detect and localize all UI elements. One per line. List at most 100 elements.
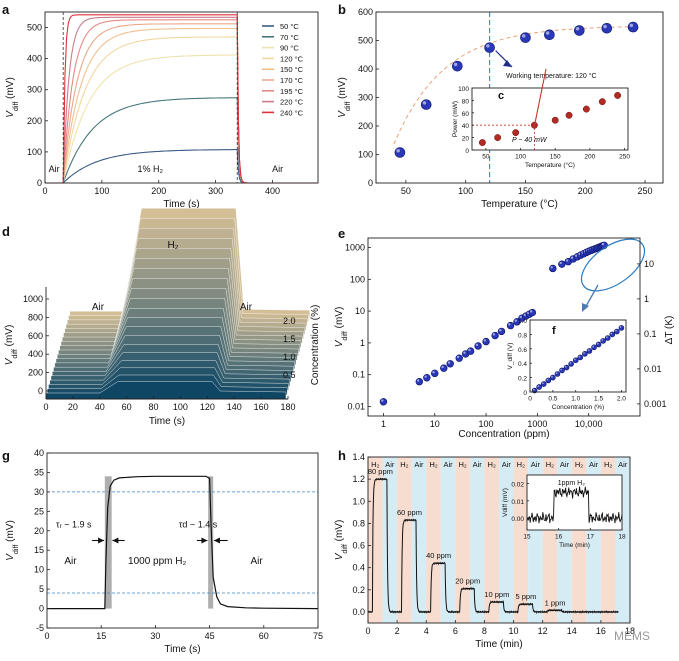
point-highlight: [575, 27, 580, 31]
x-tick-label: 0: [43, 402, 48, 412]
point-highlight: [619, 326, 622, 328]
x-tick-label: 10: [430, 419, 440, 429]
band-h2: [484, 457, 499, 623]
y-tick-label: 40: [462, 123, 470, 130]
inset-background: [472, 88, 628, 150]
inset-title: 1ppm H₂: [558, 480, 586, 487]
point-highlight: [483, 339, 487, 342]
data-point: [431, 369, 439, 378]
y-tick-label: 300: [358, 93, 373, 103]
y-tick-label: 80: [462, 98, 470, 105]
plot-frame: [367, 237, 641, 417]
band-h2: [368, 457, 383, 623]
band-air: [499, 457, 514, 623]
y-tick-label: 600: [358, 7, 373, 17]
legend-label: 90 °C: [280, 44, 299, 53]
inset-point: [554, 371, 561, 377]
response-trace: [367, 477, 619, 615]
arrow-head: [213, 537, 220, 544]
legend-label: 240 °C: [280, 108, 304, 117]
point-highlight: [601, 339, 604, 341]
y-tick-label: 0.01: [347, 401, 365, 411]
panel-label: a: [2, 2, 10, 17]
y-tick-label: 600: [28, 331, 43, 341]
y-tick-label: 1000: [23, 294, 43, 304]
axis-label: Vdiff (mV): [334, 520, 349, 561]
inset-point: [512, 129, 520, 137]
y-tick-label: 0: [465, 148, 469, 155]
y-tick-label: 0.2: [352, 585, 365, 595]
inset-point: [478, 139, 486, 147]
series-line-170: [45, 23, 318, 184]
data-point: [491, 331, 499, 340]
x-axis-label: Time (s): [164, 644, 200, 655]
band-label: Air: [385, 460, 395, 469]
x-tick-label: 8: [482, 626, 487, 636]
axis-label: Vdiff (mV): [5, 520, 20, 561]
y-tick-label: 10: [34, 565, 44, 575]
pulse-label: 10 ppm: [484, 590, 509, 599]
point-highlight: [596, 342, 599, 345]
y-tick-label: 800: [28, 312, 43, 322]
band-label: H₂: [604, 460, 612, 469]
z-tick-label: 2.0: [283, 316, 296, 326]
region-label: Air: [64, 556, 77, 567]
legend-label: 170 °C: [280, 76, 304, 85]
y-tick-label: 500: [358, 36, 373, 46]
decay-time-label: τd ~ 1.4 s: [179, 520, 218, 530]
panel-b: b50 100 150 200 2500100200300400500600Temper…: [337, 2, 664, 210]
y-tick-label: 0: [368, 178, 373, 188]
band-label: H₂: [517, 460, 525, 469]
point-highlight: [592, 345, 594, 348]
data-point: [528, 308, 537, 317]
data-point: [420, 99, 432, 110]
band-label: H₂: [458, 460, 466, 469]
data-point: [452, 60, 463, 72]
inset-x-label: Time (min): [559, 542, 590, 549]
watermark: MEMS: [614, 629, 650, 643]
x-tick-label: 250: [619, 154, 630, 161]
inset-point: [572, 357, 579, 364]
x-tick-label: 10: [509, 626, 519, 636]
band-label: Air: [443, 460, 453, 469]
band-air: [411, 457, 427, 623]
inset-point: [540, 381, 547, 387]
point-highlight: [605, 336, 608, 338]
region-label: Air: [49, 164, 60, 174]
x-tick-label: 200: [578, 186, 593, 196]
band-air: [440, 457, 456, 623]
x-tick-label: 0: [42, 186, 47, 196]
x-tick-label: 60: [259, 631, 269, 641]
panel-label: h: [338, 448, 346, 463]
concentration-trace: [45, 381, 287, 400]
x-axis-label: Time (min): [475, 639, 522, 650]
panel-d: d 0 20 40 60 80 100 120 140 160 180 0 200 400 600 800 10…: [2, 208, 321, 427]
point-highlight: [569, 362, 572, 364]
y-tick-label: -5: [36, 623, 44, 633]
y-tick-label: 20: [462, 136, 470, 143]
x-tick-label: 30: [150, 631, 160, 641]
point-highlight: [564, 365, 567, 368]
gas-label: H₂: [167, 240, 178, 251]
x-tick-label: 140: [227, 402, 242, 412]
y-tick-label: 60: [462, 111, 470, 118]
point-highlight: [560, 368, 562, 371]
point-highlight: [447, 361, 451, 364]
x-tick-label: 1.0: [571, 396, 580, 403]
x-tick-label: 1000: [527, 419, 547, 429]
inset-annotation: P ~ 40 mW: [512, 137, 548, 144]
y-tick-label: 0.8: [352, 518, 365, 528]
x-axis-label: Concentration (ppm): [458, 429, 549, 440]
point-highlight: [381, 399, 384, 402]
band-label: Air: [560, 460, 570, 469]
highlight-ellipse: [580, 238, 646, 292]
x-tick-label: 18: [618, 534, 626, 541]
arrow-head: [98, 537, 105, 544]
band-h2: [513, 457, 529, 623]
x-tick-label: 300: [208, 186, 223, 196]
point-highlight: [603, 24, 607, 29]
inset-point: [614, 328, 620, 335]
x-tick-label: 200: [151, 186, 166, 196]
data-point: [455, 354, 463, 362]
transition-band: [208, 476, 214, 609]
